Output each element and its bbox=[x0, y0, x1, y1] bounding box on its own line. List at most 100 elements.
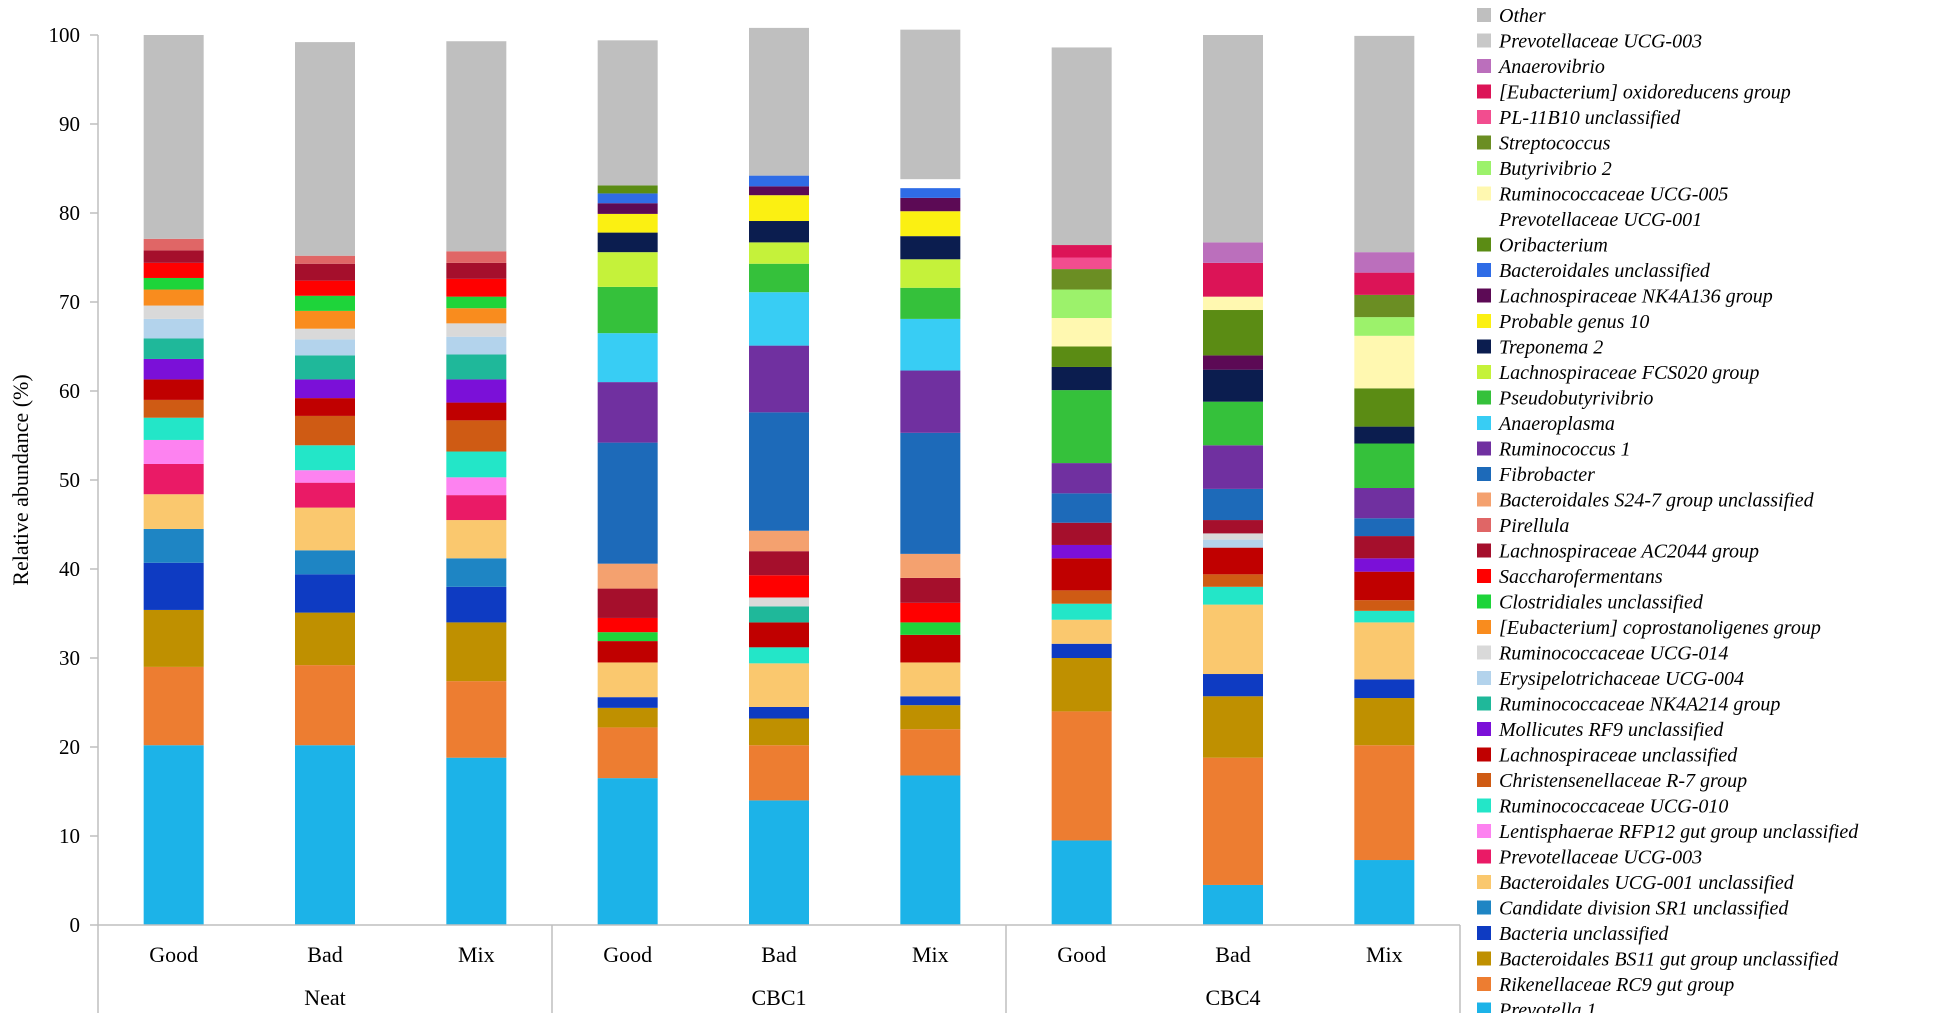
legend-label: Anaerovibrio bbox=[1497, 56, 1605, 78]
bar-segment bbox=[749, 530, 809, 552]
legend-swatch bbox=[1477, 237, 1491, 252]
bar-segment bbox=[295, 280, 355, 296]
legend-swatch bbox=[1477, 492, 1491, 507]
legend-swatch bbox=[1477, 59, 1491, 73]
bar-segment bbox=[1051, 269, 1112, 290]
legend-label: Other bbox=[1499, 5, 1546, 27]
bar-segment bbox=[446, 451, 507, 478]
bar-segment bbox=[1354, 536, 1415, 559]
bar-segment bbox=[1051, 658, 1112, 712]
bar-segment bbox=[143, 417, 204, 440]
y-axis: 0 10 20 30 40 50 60 70 80 90 100 bbox=[49, 23, 99, 937]
x-tick-label: Bad bbox=[761, 942, 796, 967]
bar-segment bbox=[1203, 696, 1263, 758]
bar-segment bbox=[1051, 590, 1112, 604]
legend-label: Bacteroidales UCG-001 unclassified bbox=[1499, 872, 1795, 894]
bar-segment bbox=[1203, 884, 1263, 925]
x-tick-label: Bad bbox=[1215, 942, 1250, 967]
bar-segment bbox=[900, 211, 961, 237]
bar-segment bbox=[143, 289, 204, 306]
y-tick-label: 90 bbox=[59, 112, 80, 136]
bar-segment bbox=[446, 558, 507, 587]
legend-label: Streptococcus bbox=[1499, 133, 1611, 155]
bar-segment bbox=[900, 29, 961, 180]
bar-segment bbox=[597, 662, 658, 698]
legend-swatch bbox=[1477, 722, 1491, 736]
bar-segment bbox=[1354, 388, 1415, 427]
legend-label: Prevotellaceae UCG-001 bbox=[1498, 209, 1702, 231]
bar-segment bbox=[295, 339, 355, 356]
legend-label: Bacteroidales S24-7 group unclassified bbox=[1499, 490, 1815, 512]
bar-segment bbox=[1354, 558, 1415, 572]
bar-segment bbox=[295, 745, 355, 925]
legend-swatch bbox=[1477, 875, 1491, 889]
bar-segment bbox=[446, 262, 507, 279]
bar-segment bbox=[1354, 571, 1415, 601]
bar-segment bbox=[446, 402, 507, 421]
legend-label: Prevotellaceae UCG-003 bbox=[1498, 31, 1702, 53]
bar-segment bbox=[1354, 252, 1415, 273]
bar-segment bbox=[749, 745, 809, 801]
bar-segment bbox=[597, 252, 658, 287]
bar-segment bbox=[900, 553, 961, 578]
legend-swatch bbox=[1477, 824, 1491, 838]
y-tick-label: 0 bbox=[70, 913, 81, 937]
bar-segment bbox=[1203, 488, 1263, 521]
bar-segment bbox=[900, 179, 961, 189]
bar-segment bbox=[446, 622, 507, 682]
bar-segment bbox=[1051, 840, 1112, 925]
bar-segment bbox=[1203, 355, 1263, 370]
bar-segment bbox=[1354, 698, 1415, 746]
bar-segment bbox=[1203, 674, 1263, 697]
bar-segment bbox=[143, 463, 204, 495]
bar-segment bbox=[749, 175, 809, 187]
x-tick-label: Good bbox=[603, 942, 652, 967]
bar-segment bbox=[1051, 257, 1112, 270]
bar-segment bbox=[749, 647, 809, 664]
legend-label: Bacteroidales BS11 gut group unclassifie… bbox=[1499, 949, 1839, 971]
bar-segment bbox=[1051, 493, 1112, 523]
bar-segment bbox=[446, 379, 507, 403]
legend-label: Anaeroplasma bbox=[1497, 413, 1615, 435]
bar-segment bbox=[1203, 533, 1263, 540]
bar-segment bbox=[1203, 757, 1263, 885]
legend-label: Lachnospiraceae NK4A136 group bbox=[1498, 286, 1773, 308]
x-tick-label: Mix bbox=[458, 942, 495, 967]
bar-segment bbox=[597, 707, 658, 728]
legend-swatch bbox=[1477, 263, 1491, 277]
x-tick-label: Bad bbox=[307, 942, 342, 967]
bar-segment bbox=[1203, 445, 1263, 489]
bar-segment bbox=[295, 415, 355, 446]
legend-label: Candidate division SR1 unclassified bbox=[1499, 898, 1789, 920]
legend-swatch bbox=[1477, 594, 1491, 609]
bar-segment bbox=[143, 277, 204, 290]
legend-label: Christensenellaceae R-7 group bbox=[1499, 770, 1747, 792]
bar-segment bbox=[1354, 745, 1415, 861]
legend-label: Lachnospiraceae FCS020 group bbox=[1498, 362, 1759, 384]
bar-segment bbox=[143, 379, 204, 400]
bar-segment bbox=[900, 197, 961, 212]
legend-label: Saccharofermentans bbox=[1499, 566, 1663, 588]
legend-swatch bbox=[1477, 84, 1491, 99]
legend-label: Probable genus 10 bbox=[1498, 311, 1649, 333]
bar-segment bbox=[749, 551, 809, 576]
legend-label: Lentisphaerae RFP12 gut group unclassifi… bbox=[1498, 821, 1859, 843]
bar-segment bbox=[749, 663, 809, 707]
bar-segment bbox=[1203, 310, 1263, 356]
bar-segment bbox=[295, 482, 355, 508]
bar-segment bbox=[446, 354, 507, 380]
legend-swatch bbox=[1477, 110, 1491, 124]
bar-segment bbox=[446, 278, 507, 297]
bar-segment bbox=[143, 562, 204, 610]
bar-segment bbox=[900, 775, 961, 925]
bar-segment bbox=[143, 35, 204, 239]
bar-segment bbox=[900, 259, 961, 288]
legend-label: Treponema 2 bbox=[1499, 337, 1603, 359]
legend-label: Clostridiales unclassified bbox=[1499, 592, 1704, 614]
legend-label: Oribacterium bbox=[1499, 235, 1608, 257]
bar-segment bbox=[597, 641, 658, 663]
legend-label: Lachnospiraceae AC2044 group bbox=[1498, 541, 1759, 563]
bar-segment bbox=[295, 310, 355, 329]
y-tick-label: 20 bbox=[59, 735, 80, 759]
